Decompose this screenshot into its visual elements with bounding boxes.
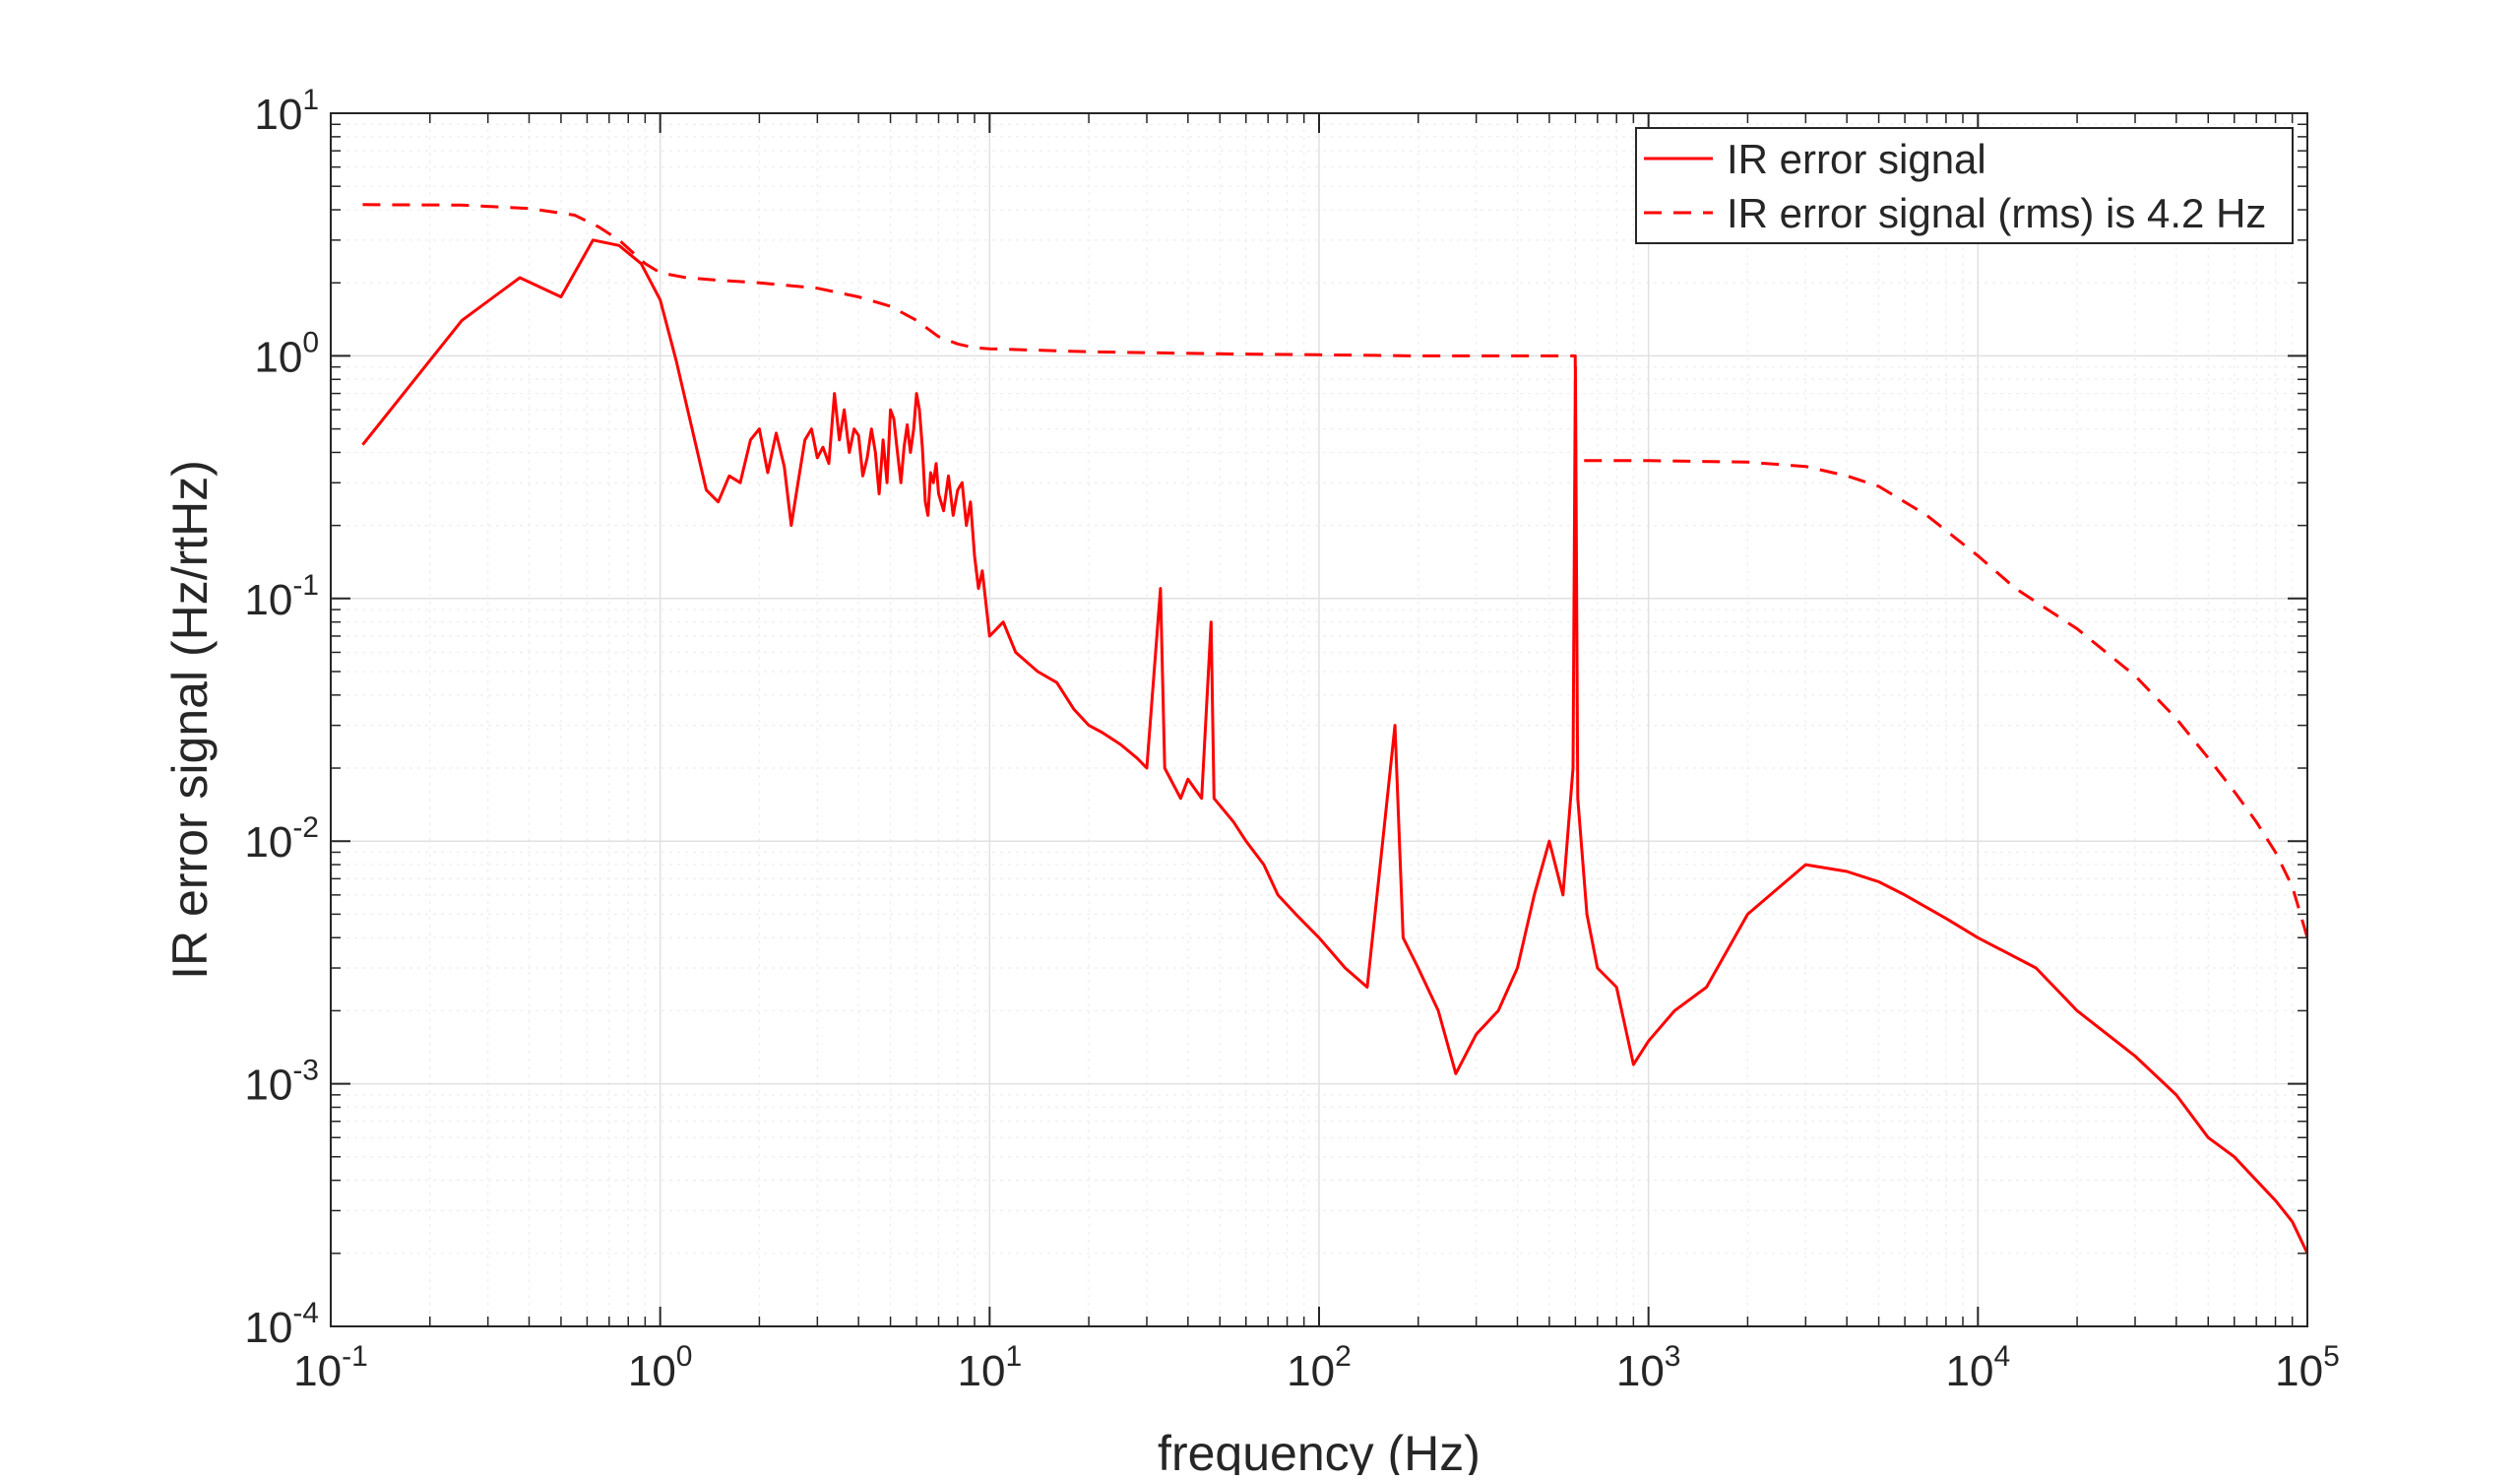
x-tick-labels: 10-1 100 101 102 103 104 105 — [293, 1340, 2340, 1395]
y-axis-label: IR error signal (Hz/rtHz) — [162, 460, 218, 980]
x-tick-label: 100 — [628, 1340, 693, 1395]
y-tick-label: 10-3 — [244, 1055, 319, 1110]
y-tick-label: 10-2 — [244, 811, 319, 867]
y-tick-label: 101 — [254, 84, 319, 139]
tick-marks — [330, 112, 2308, 1327]
series-line-signal — [361, 238, 2309, 1255]
x-tick-label: 105 — [2275, 1340, 2340, 1395]
series-layer — [361, 203, 2309, 1255]
x-tick-label: 103 — [1616, 1340, 1681, 1395]
legend-label-signal: IR error signal — [1727, 136, 1986, 182]
x-tick-label: 102 — [1287, 1340, 1352, 1395]
legend-box — [1635, 127, 2294, 244]
y-tick-labels: 10-4 10-3 10-2 10-1 100 101 — [244, 84, 319, 1352]
y-tick-label: 100 — [254, 326, 319, 381]
y-tick-label: 10-1 — [244, 569, 319, 624]
series-line-rms — [362, 203, 2309, 938]
x-axis-label: frequency (Hz) — [1158, 1426, 1480, 1475]
legend-label-rms: IR error signal (rms) is 4.2 Hz — [1727, 190, 2266, 236]
x-tick-label: 101 — [958, 1340, 1023, 1395]
x-tick-label: 104 — [1946, 1340, 2011, 1395]
x-tick-label: 10-1 — [293, 1340, 368, 1395]
y-tick-label: 10-4 — [244, 1297, 319, 1352]
legend: IR error signal IR error signal (rms) is… — [1635, 127, 2294, 244]
